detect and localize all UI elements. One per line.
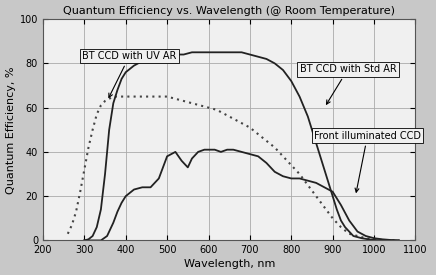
- Title: Quantum Efficiency vs. Wavelength (@ Room Temperature): Quantum Efficiency vs. Wavelength (@ Roo…: [63, 6, 395, 16]
- X-axis label: Wavelength, nm: Wavelength, nm: [184, 259, 275, 270]
- Text: Front illuminated CCD: Front illuminated CCD: [314, 131, 421, 192]
- Text: BT CCD with Std AR: BT CCD with Std AR: [300, 64, 396, 104]
- Text: BT CCD with UV AR: BT CCD with UV AR: [82, 51, 177, 97]
- Y-axis label: Quantum Efficiency, %: Quantum Efficiency, %: [6, 66, 16, 194]
